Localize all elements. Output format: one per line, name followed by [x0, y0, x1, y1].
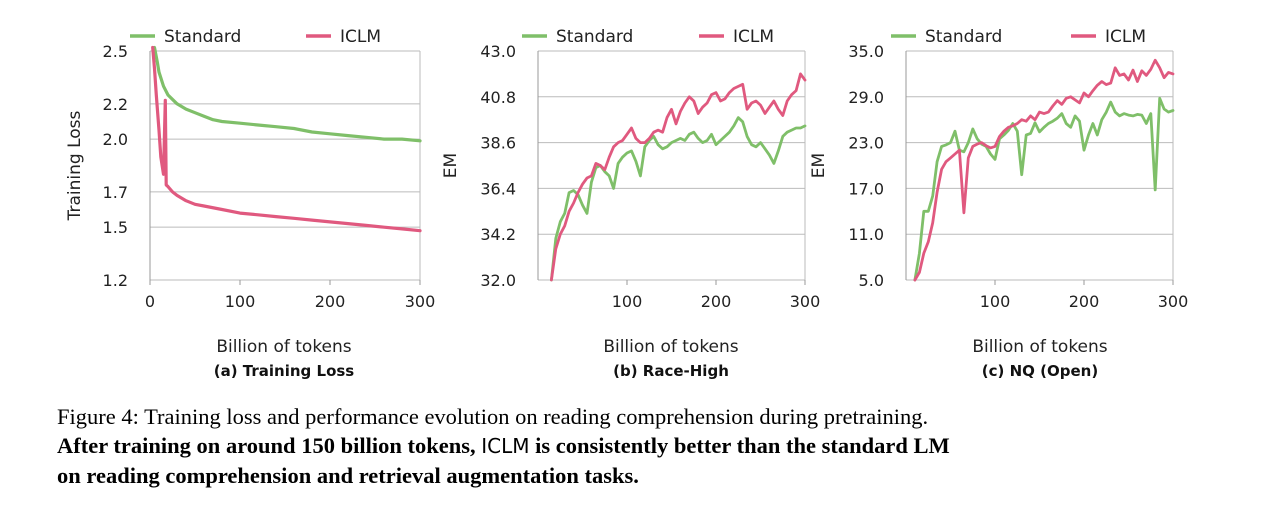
legend-label-standard: Standard: [556, 27, 633, 47]
y-tick-label: 43.0: [480, 42, 516, 61]
y-axis-label: EM: [809, 153, 829, 178]
y-tick-label: 23.0: [848, 134, 884, 153]
x-tick-label: 300: [405, 292, 436, 311]
x-tick-label: 100: [612, 292, 643, 311]
y-tick-label: 11.0: [848, 225, 884, 244]
caption-line-1: Figure 4: Training loss and performance …: [57, 404, 929, 429]
y-tick-label: 1.7: [103, 183, 128, 202]
x-tick-label: 200: [701, 292, 732, 311]
legend-label-iclm: ICLM: [1105, 27, 1146, 47]
figure-caption: Figure 4: Training loss and performance …: [57, 402, 1227, 490]
caption-bold-c: on reading comprehension and retrieval a…: [57, 463, 639, 488]
x-tick-label: 200: [1069, 292, 1100, 311]
figure: 1.2 1.5 1.7 2.0 2.2 2.5 0 100 200 300 Billion of t…: [65, 27, 1188, 380]
x-tick-label: 300: [1158, 292, 1189, 311]
x-axis-label: Billion of tokens: [972, 337, 1107, 357]
legend-label-standard: Standard: [925, 27, 1002, 47]
y-tick-label: 5.0: [859, 271, 884, 290]
series-line-standard: [152, 45, 422, 143]
y-tick-label: 17.0: [848, 179, 884, 198]
caption-bold-b: is consistently better than the standard…: [535, 433, 950, 458]
caption-iclm: ICLM: [481, 434, 530, 458]
subcaption: (b) Race-High: [613, 362, 729, 380]
y-tick-label: 1.5: [103, 218, 128, 237]
x-axis-label: Billion of tokens: [216, 337, 351, 357]
subcaption: (a) Training Loss: [214, 362, 355, 380]
series-line-iclm: [151, 45, 422, 233]
y-tick-label: 2.0: [103, 130, 128, 149]
legend-label-iclm: ICLM: [733, 27, 774, 47]
chart-panel-3: 5.0 11.0 17.0 23.0 29.0 35.0 100 200 300 Billion …: [809, 27, 1188, 380]
x-tick-label: 0: [145, 292, 155, 311]
series-line-standard: [913, 96, 1175, 282]
caption-line-2: After training on around 150 billion tok…: [57, 431, 1227, 461]
x-tick-label: 100: [980, 292, 1011, 311]
caption-line-3: on reading comprehension and retrieval a…: [57, 461, 1227, 490]
y-tick-label: 29.0: [848, 88, 884, 107]
y-tick-label: 38.6: [480, 134, 516, 153]
x-tick-label: 300: [790, 292, 821, 311]
y-axis-label: EM: [441, 153, 461, 178]
y-tick-label: 2.5: [103, 42, 128, 61]
series-line-iclm: [550, 72, 807, 282]
y-tick-label: 34.2: [480, 225, 516, 244]
y-tick-label: 36.4: [480, 179, 516, 198]
y-tick-label: 35.0: [848, 42, 884, 61]
y-tick-label: 40.8: [480, 88, 516, 107]
y-tick-label: 32.0: [480, 271, 516, 290]
legend-label-iclm: ICLM: [340, 27, 381, 47]
legend-label-standard: Standard: [164, 27, 241, 47]
chart-panel-2: 32.0 34.2 36.4 38.6 40.8 43.0 100 200 300 Billion…: [441, 27, 820, 380]
chart-panel-1: 1.2 1.5 1.7 2.0 2.2 2.5 0 100 200 300 Billion of t…: [65, 27, 435, 380]
y-tick-label: 1.2: [103, 271, 128, 290]
series-line-iclm: [913, 58, 1175, 282]
caption-bold-a: After training on around 150 billion tok…: [57, 433, 476, 458]
x-tick-label: 100: [225, 292, 256, 311]
x-tick-label: 200: [315, 292, 346, 311]
subcaption: (c) NQ (Open): [982, 362, 1098, 380]
x-axis-label: Billion of tokens: [603, 337, 738, 357]
series-line-standard: [550, 116, 807, 282]
y-tick-label: 2.2: [103, 95, 128, 114]
y-axis-label: Training Loss: [65, 110, 85, 221]
